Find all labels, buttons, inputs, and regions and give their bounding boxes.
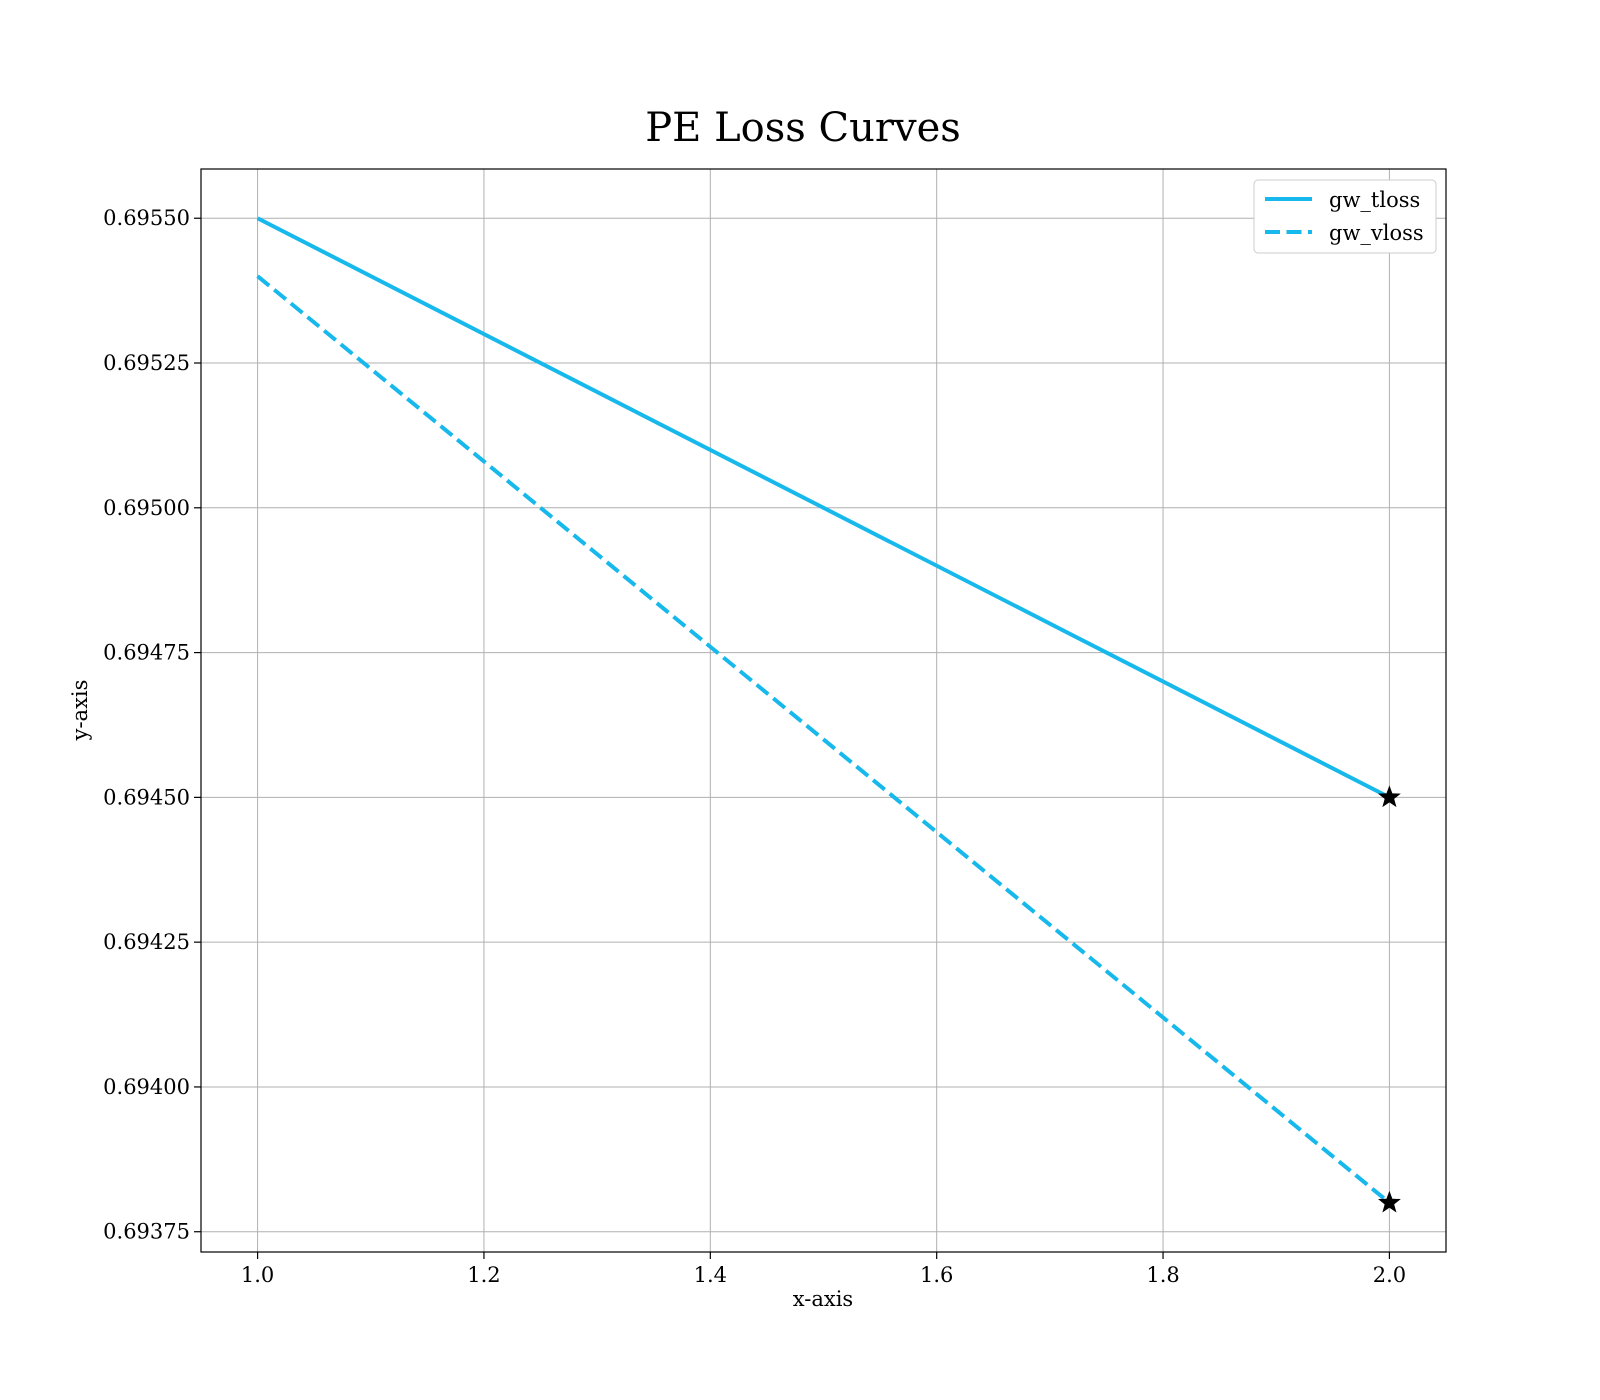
- y-tick-label: 0.69500: [103, 496, 190, 520]
- y-tick-label: 0.69450: [103, 785, 190, 809]
- grid: [201, 169, 1446, 1252]
- y-tick-label: 0.69525: [103, 351, 190, 375]
- end-star-marker-gw_tloss: [1378, 785, 1401, 808]
- y-tick-label: 0.69400: [103, 1075, 190, 1099]
- y-ticks: 0.69375 0.69400 0.69425 0.69450 0.69475 0.695…: [103, 206, 201, 1244]
- legend-label-gw_tloss: gw_tloss: [1329, 188, 1420, 212]
- y-tick-label: 0.69475: [103, 641, 190, 665]
- series-layer: [256, 216, 1401, 1213]
- series-line-gw_tloss: [256, 216, 1391, 800]
- y-tick-label: 0.69425: [103, 930, 190, 954]
- x-tick-label: 1.8: [1146, 1263, 1179, 1287]
- x-tick-label: 1.2: [467, 1263, 500, 1287]
- x-ticks: 1.0 1.2 1.4 1.6 1.8 2.0: [241, 1252, 1406, 1287]
- plot-frame: [200, 168, 1447, 1253]
- x-tick-label: 1.4: [694, 1263, 727, 1287]
- y-tick-label: 0.69550: [103, 206, 190, 230]
- y-tick-label: 0.69375: [103, 1220, 190, 1244]
- x-axis-label: x-axis: [793, 1287, 853, 1311]
- x-tick-label: 1.6: [920, 1263, 953, 1287]
- x-tick-label: 2.0: [1373, 1263, 1406, 1287]
- legend: gw_tloss gw_vloss: [1253, 179, 1437, 254]
- series-line-gw_vloss: [256, 274, 1391, 1205]
- y-axis-label: y-axis: [68, 680, 92, 742]
- chart-title: PE Loss Curves: [645, 105, 961, 151]
- legend-label-gw_vloss: gw_vloss: [1329, 221, 1424, 245]
- x-tick-label: 1.0: [241, 1263, 274, 1287]
- end-star-marker-gw_vloss: [1378, 1190, 1401, 1213]
